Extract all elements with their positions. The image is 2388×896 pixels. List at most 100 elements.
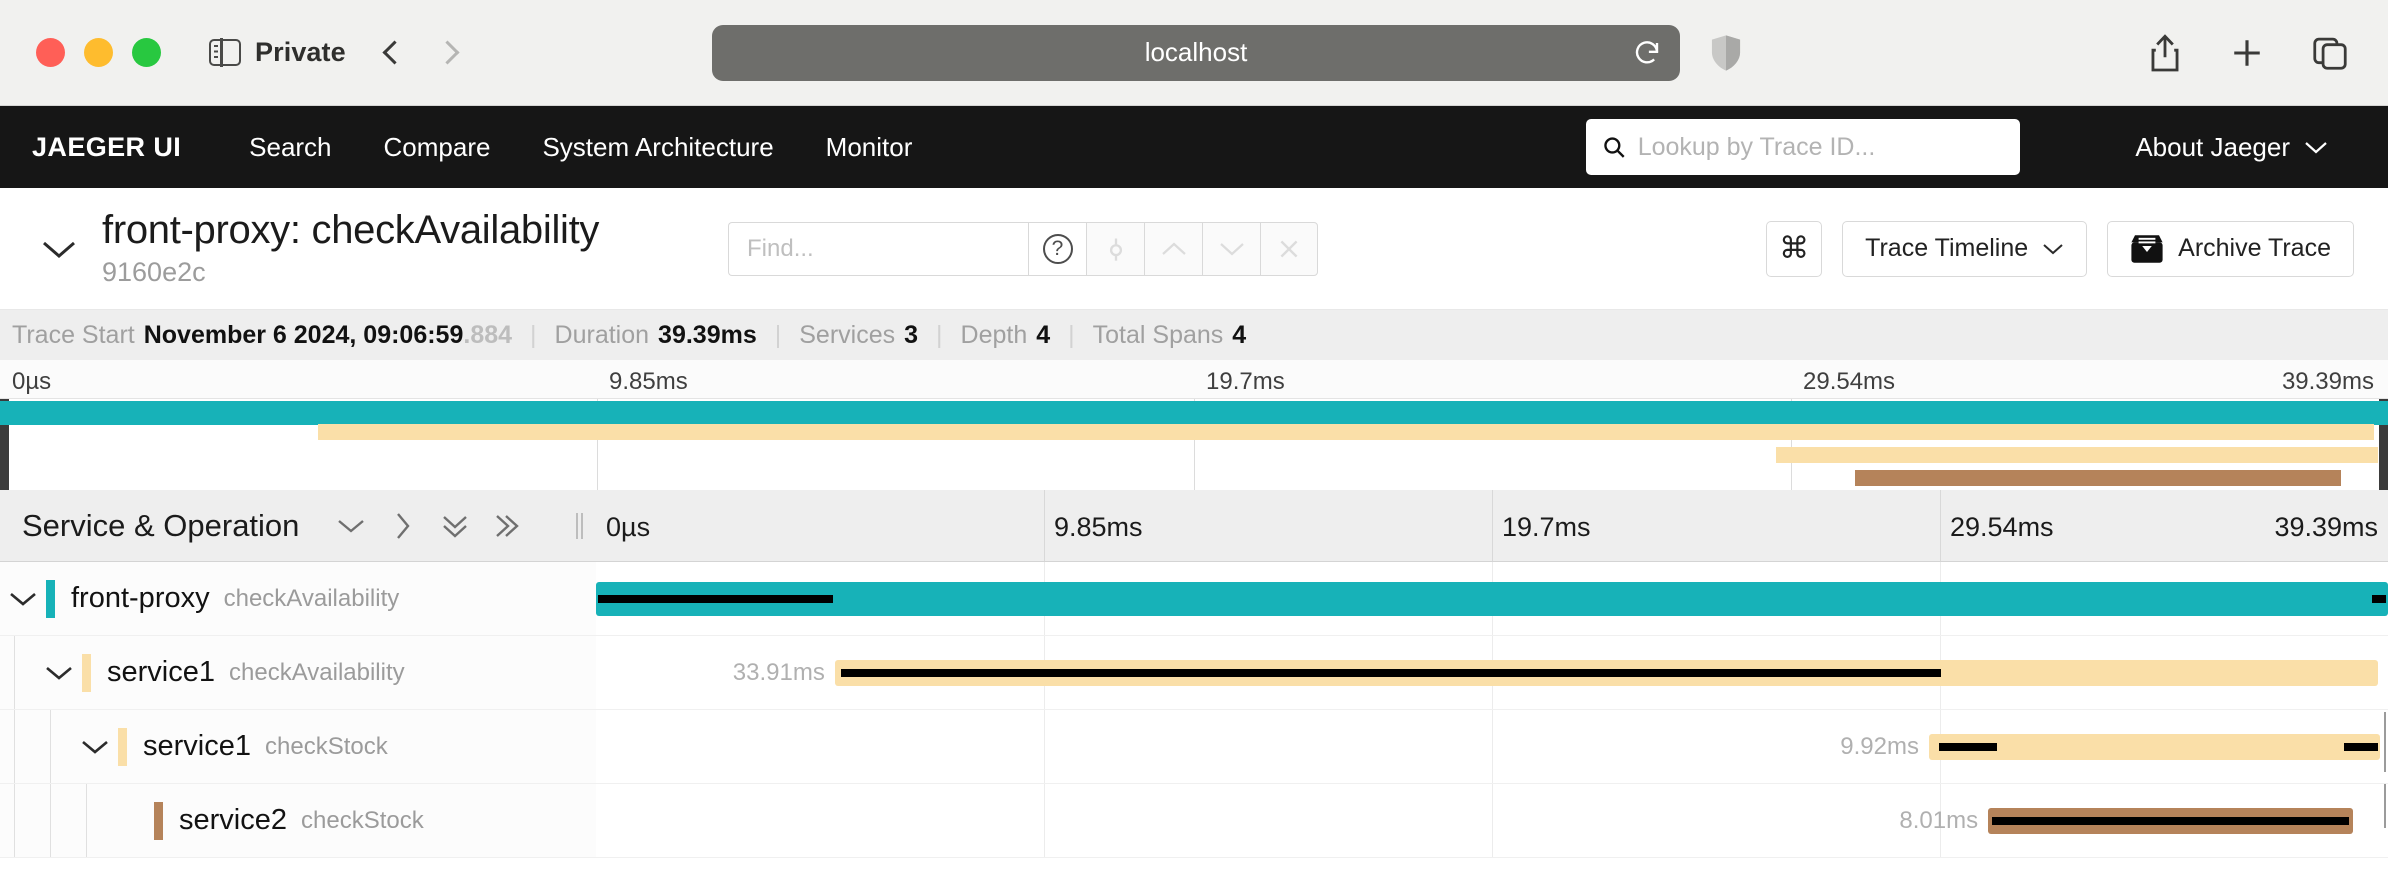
timeline-tick-4: 39.39ms [2274, 512, 2378, 542]
back-chevron-icon [382, 40, 407, 65]
close-window-button[interactable] [36, 38, 65, 67]
span-duration-bar[interactable] [1988, 807, 2353, 834]
jaeger-brand[interactable]: JAEGER UI [32, 131, 182, 162]
timeline-gridline [1492, 710, 1493, 783]
span-row-label[interactable]: service1 checkStock [0, 710, 596, 784]
chevron-down-icon [2043, 243, 2063, 254]
span-row-timeline[interactable]: 8.01ms [596, 784, 2388, 858]
span-row-timeline[interactable]: 33.91ms [596, 636, 2388, 710]
span-row[interactable]: service1 checkStock 9.92ms [0, 710, 2388, 784]
nav-link-compare[interactable]: Compare [383, 131, 491, 162]
span-collapse-button[interactable] [36, 664, 82, 682]
archive-icon [2131, 234, 2163, 263]
chevron-down-icon [338, 519, 365, 533]
span-row[interactable]: front-proxy checkAvailability [0, 562, 2388, 636]
expand-all-button[interactable] [481, 500, 533, 552]
sidebar-toggle-button[interactable] [209, 38, 241, 67]
timeline-gridline [1940, 784, 1941, 857]
trace-lookup-input[interactable] [1637, 132, 2004, 162]
minimap-body[interactable] [0, 398, 2388, 490]
timeline-column-header: 0µs 9.85ms 19.7ms 29.54ms 39.39ms [596, 490, 2388, 561]
find-previous-button[interactable] [1144, 221, 1202, 276]
privacy-report-button[interactable] [1709, 34, 1743, 72]
span-operation-name: checkStock [301, 806, 424, 834]
nav-link-system-architecture[interactable]: System Architecture [542, 131, 774, 162]
span-end-tick [2384, 784, 2386, 828]
new-tab-button[interactable] [2230, 36, 2264, 70]
view-mode-select[interactable]: Trace Timeline [1842, 220, 2088, 277]
span-row-label[interactable]: front-proxy checkAvailability [0, 562, 596, 636]
trace-lookup-box[interactable] [1586, 119, 2020, 175]
about-jaeger-label: About Jaeger [2135, 131, 2290, 162]
trace-header: front-proxy: checkAvailability 9160e2c ? [0, 188, 2388, 310]
divider: | [936, 320, 943, 349]
span-row-timeline[interactable]: 9.92ms [596, 710, 2388, 784]
span-duration-bar[interactable] [834, 659, 2378, 686]
find-help-button[interactable]: ? [1028, 221, 1086, 276]
trace-start-value: November 6 2024, 09:06:59.884 [143, 320, 513, 349]
service-operation-title: Service & Operation [22, 507, 300, 543]
timeline-tick-3: 29.54ms [1950, 512, 2054, 542]
expand-one-button[interactable] [377, 500, 429, 552]
span-collapse-button[interactable] [0, 590, 46, 608]
divider: | [1068, 320, 1075, 349]
maximize-window-button[interactable] [132, 38, 161, 67]
trace-minimap[interactable]: 0µs 9.85ms 19.7ms 29.54ms 39.39ms [0, 360, 2388, 490]
window-traffic-lights[interactable] [36, 38, 161, 67]
keyboard-shortcuts-button[interactable]: ⌘ [1766, 220, 1823, 277]
span-operation-name: checkAvailability [223, 584, 400, 612]
reload-icon [1635, 40, 1659, 64]
collapse-trace-header-button[interactable] [34, 237, 84, 261]
browser-nav-arrows[interactable] [382, 40, 461, 65]
browser-actions[interactable] [2148, 33, 2348, 73]
share-button[interactable] [2148, 33, 2182, 73]
minimap-tick-row: 0µs 9.85ms 19.7ms 29.54ms 39.39ms [0, 360, 2388, 398]
forward-button[interactable] [435, 40, 461, 65]
span-row[interactable]: service2 checkStock 8.01ms [0, 784, 2388, 858]
find-next-button[interactable] [1202, 221, 1260, 276]
span-duration-bar[interactable] [1928, 733, 2381, 760]
span-row-timeline[interactable] [596, 562, 2388, 636]
collapse-one-button[interactable] [325, 500, 377, 552]
minimap-span-bar [0, 401, 2388, 425]
span-row-label[interactable]: service2 checkStock [0, 784, 596, 858]
plus-icon [2234, 39, 2260, 66]
nav-link-search[interactable]: Search [249, 131, 332, 162]
duration-label: Duration [554, 320, 650, 349]
minimap-gridline [1791, 399, 1792, 490]
reload-button[interactable] [1630, 36, 1664, 70]
span-collapse-button[interactable] [72, 738, 118, 756]
about-jaeger-menu[interactable]: About Jaeger [2135, 132, 2328, 163]
find-input[interactable] [747, 234, 1028, 263]
find-input-wrapper[interactable] [728, 221, 1028, 276]
address-bar[interactable]: localhost [712, 24, 1680, 81]
double-chevron-down-icon [443, 515, 468, 538]
back-button[interactable] [382, 40, 408, 65]
tree-guide [0, 784, 36, 857]
tab-overview-button[interactable] [2312, 36, 2348, 70]
nav-link-monitor[interactable]: Monitor [825, 131, 913, 162]
minimap-gridline [1194, 399, 1195, 490]
private-mode-label: Private [255, 37, 346, 67]
column-resize-handle[interactable] [576, 512, 586, 539]
minimap-tick-0: 0µs [12, 368, 52, 395]
find-clear-button[interactable] [1260, 221, 1318, 276]
minimap-span-bar [1776, 447, 2378, 463]
archive-trace-button[interactable]: Archive Trace [2107, 220, 2354, 277]
timeline-tick-2: 19.7ms [1502, 512, 1591, 542]
forward-chevron-icon [435, 40, 460, 65]
span-duration-bar[interactable] [596, 581, 2388, 616]
trace-summary-bar: Trace Start November 6 2024, 09:06:59.88… [0, 310, 2388, 360]
sidebar-icon [209, 38, 241, 67]
span-row-label[interactable]: service1 checkAvailability [0, 636, 596, 710]
view-mode-label: Trace Timeline [1865, 234, 2029, 262]
services-label: Services [799, 320, 896, 349]
minimize-window-button[interactable] [84, 38, 113, 67]
span-row[interactable]: service1 checkAvailability 33.91ms [0, 636, 2388, 710]
minimap-drag-handle-right[interactable] [2379, 399, 2388, 490]
find-focus-button[interactable] [1086, 221, 1144, 276]
minimap-drag-handle-left[interactable] [0, 399, 9, 490]
collapse-all-button[interactable] [429, 500, 481, 552]
minimap-span-bar [1855, 470, 2341, 486]
trace-header-actions: ⌘ Trace Timeline Archive Trace [1766, 220, 2354, 277]
